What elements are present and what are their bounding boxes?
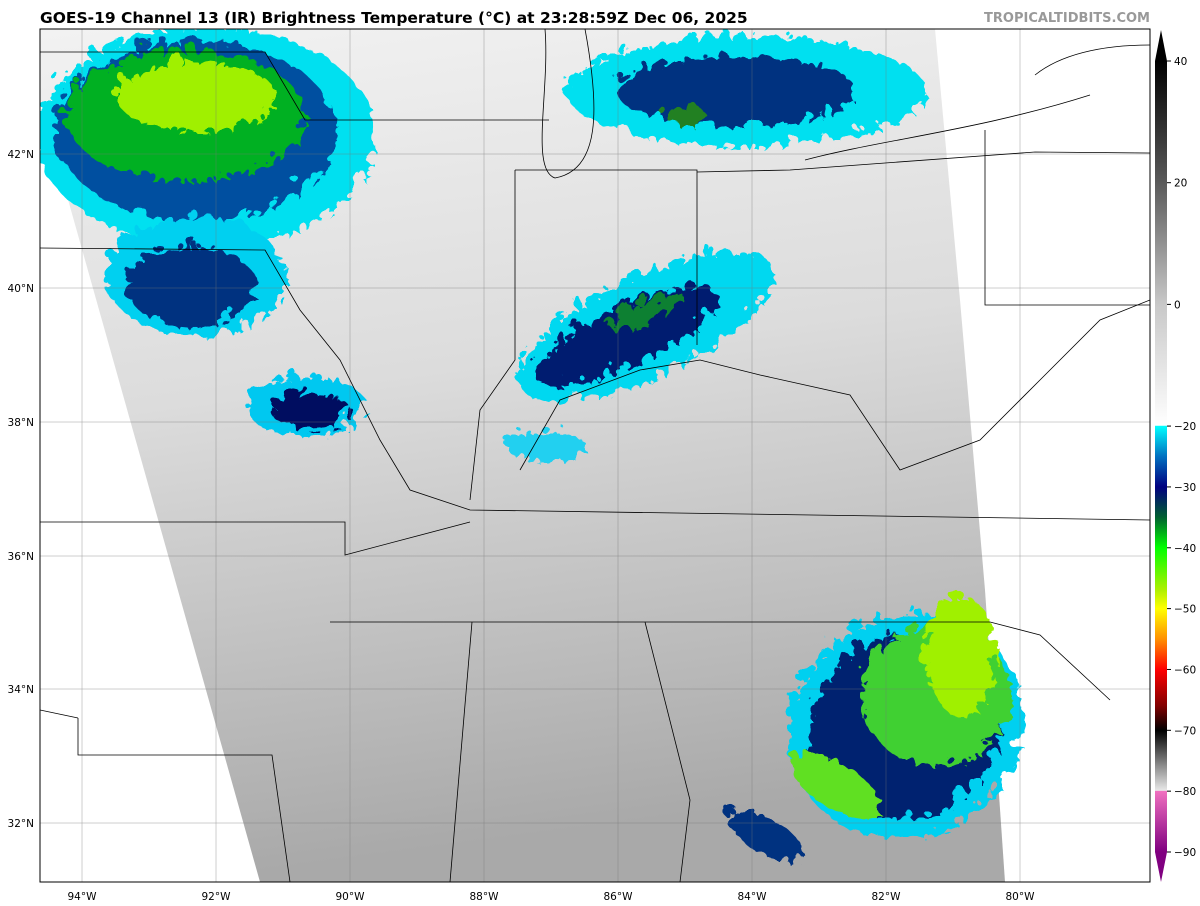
cloud-tops xyxy=(40,29,1018,856)
colorbar-tick-label: −20 xyxy=(1174,421,1196,433)
colorbar-tick-label: −90 xyxy=(1174,847,1196,859)
watermark: TROPICALTIDBITS.COM xyxy=(984,11,1150,26)
colorbar-body xyxy=(1155,61,1167,852)
lon-label: 92°W xyxy=(202,891,232,903)
map-frame xyxy=(39,28,1151,883)
lon-label: 94°W xyxy=(68,891,98,903)
lat-label: 40°N xyxy=(8,283,34,295)
colorbar-tick-label: −60 xyxy=(1174,664,1196,676)
colorbar-tick-label: −30 xyxy=(1174,482,1196,494)
map-title: GOES-19 Channel 13 (IR) Brightness Tempe… xyxy=(40,9,748,27)
map-area xyxy=(40,29,1150,882)
lon-label: 80°W xyxy=(1006,891,1036,903)
lon-label: 88°W xyxy=(470,891,500,903)
state-borders xyxy=(40,29,1150,882)
colorbar-tick-label: 40 xyxy=(1174,56,1187,68)
longitude-labels: 94°W 92°W 90°W 88°W 86°W 84°W 82°W 80°W xyxy=(68,891,1036,903)
lat-label: 42°N xyxy=(8,149,34,161)
lon-label: 86°W xyxy=(604,891,634,903)
colorbar-top-extend xyxy=(1155,30,1167,61)
colorbar-tick-label: −40 xyxy=(1174,543,1196,555)
latitude-labels: 42°N 40°N 38°N 36°N 34°N 32°N xyxy=(8,149,34,830)
colorbar-bottom-extend xyxy=(1155,852,1167,882)
colorbar-tick-label: −70 xyxy=(1174,725,1196,737)
lat-label: 38°N xyxy=(8,417,34,429)
satellite-swath xyxy=(40,29,1005,882)
colorbar-tick-label: 20 xyxy=(1174,178,1187,190)
lon-label: 90°W xyxy=(336,891,366,903)
colorbar: 40 20 0 −20 −30 −40 −50 −60 −70 −80 −90 xyxy=(1155,30,1196,882)
lat-label: 32°N xyxy=(8,818,34,830)
colorbar-tick-label: −80 xyxy=(1174,786,1196,798)
lon-label: 82°W xyxy=(872,891,902,903)
lat-label: 36°N xyxy=(8,551,34,563)
lat-label: 34°N xyxy=(8,684,34,696)
colorbar-tick-label: 0 xyxy=(1174,299,1181,311)
colorbar-ticks: 40 20 0 −20 −30 −40 −50 −60 −70 −80 −90 xyxy=(1167,56,1196,859)
colorbar-tick-label: −50 xyxy=(1174,604,1196,616)
lon-label: 84°W xyxy=(738,891,768,903)
